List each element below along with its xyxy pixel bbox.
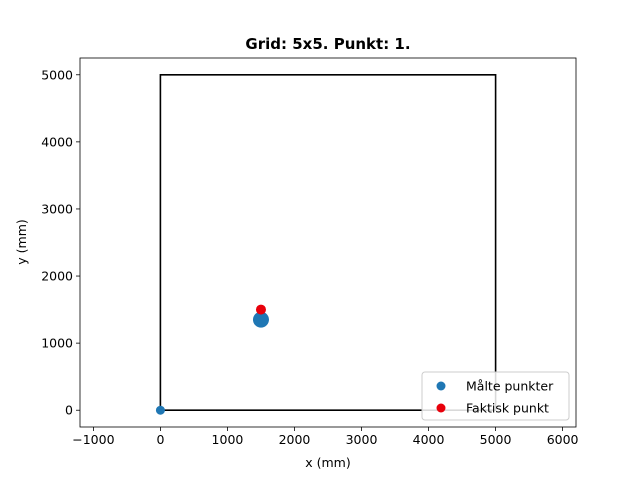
boundary-layer [159, 74, 497, 412]
measured-point [155, 405, 165, 415]
measured-point [252, 311, 269, 328]
x-tick-label: 6000 [547, 432, 579, 447]
y-tick-label: 5000 [41, 67, 73, 82]
points-layer [155, 304, 269, 415]
legend-label-actual: Faktisk punkt [466, 401, 549, 416]
plot-area [79, 57, 577, 428]
x-tick-label: 2000 [279, 432, 311, 447]
chart-title: Grid: 5x5. Punkt: 1. [245, 35, 410, 53]
legend-marker-actual [436, 403, 446, 413]
legend-marker-measured [436, 381, 446, 391]
legend: Målte punkter Faktisk punkt [421, 371, 570, 421]
y-tick-label: 4000 [41, 134, 73, 149]
x-tick-label: 1000 [212, 432, 244, 447]
y-tick-label: 2000 [41, 269, 73, 284]
actual-point [255, 304, 266, 315]
x-tick-label: 0 [156, 432, 164, 447]
y-tick-label: 1000 [41, 336, 73, 351]
y-tick-label: 0 [65, 403, 73, 418]
y-tick-label: 3000 [41, 201, 73, 216]
y-axis-label: y (mm) [14, 219, 29, 264]
legend-frame [421, 371, 570, 421]
x-tick-label: −1000 [72, 432, 114, 447]
x-tick-label: 4000 [413, 432, 445, 447]
grid-boundary [159, 74, 497, 412]
x-axis-label: x (mm) [305, 455, 350, 470]
x-tick-label: 5000 [480, 432, 512, 447]
legend-label-measured: Målte punkter [466, 379, 554, 394]
y-axis: 0 1000 2000 3000 4000 5000 [41, 67, 80, 418]
x-axis: −1000 0 1000 2000 3000 4000 5000 6000 [72, 427, 579, 447]
x-tick-label: 3000 [346, 432, 378, 447]
